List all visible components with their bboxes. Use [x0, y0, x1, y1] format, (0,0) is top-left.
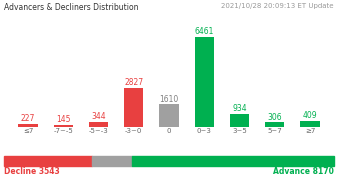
- Bar: [195, 37, 214, 127]
- Bar: [265, 122, 284, 127]
- Bar: [159, 104, 179, 127]
- Text: 2021/10/28 20:09:13 ET Update: 2021/10/28 20:09:13 ET Update: [221, 3, 334, 9]
- Text: 344: 344: [91, 112, 106, 121]
- Text: 1610: 1610: [160, 95, 178, 104]
- Text: Advancers & Decliners Distribution: Advancers & Decliners Distribution: [4, 3, 139, 12]
- Text: 6461: 6461: [195, 27, 214, 36]
- Text: 934: 934: [232, 104, 247, 113]
- Bar: [89, 122, 108, 127]
- Text: Advance 8170: Advance 8170: [273, 167, 334, 176]
- Text: Decline 3543: Decline 3543: [4, 167, 60, 176]
- Bar: [54, 125, 73, 127]
- Text: 145: 145: [56, 115, 71, 124]
- Text: 409: 409: [303, 111, 317, 120]
- Text: 2827: 2827: [124, 78, 143, 87]
- Bar: [124, 88, 143, 127]
- Bar: [18, 124, 38, 127]
- Bar: [230, 114, 249, 127]
- Text: 227: 227: [21, 114, 35, 123]
- Bar: [300, 121, 320, 127]
- Text: 306: 306: [267, 113, 282, 122]
